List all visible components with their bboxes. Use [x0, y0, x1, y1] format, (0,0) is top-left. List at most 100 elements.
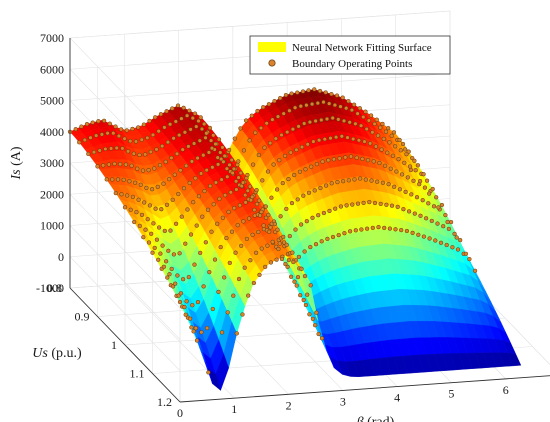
boundary-point [162, 265, 166, 269]
beta-tick-label: 3 [340, 394, 346, 408]
boundary-point [187, 109, 191, 113]
boundary-point [401, 142, 405, 146]
boundary-point [164, 259, 168, 263]
is-tick-label: 3000 [40, 156, 64, 170]
boundary-point [325, 117, 329, 121]
boundary-point [257, 199, 261, 203]
boundary-point [321, 160, 325, 164]
boundary-point [253, 208, 257, 212]
boundary-point [375, 118, 379, 122]
boundary-point [251, 163, 255, 167]
boundary-point [149, 232, 153, 236]
boundary-point [147, 168, 151, 172]
boundary-point [277, 158, 281, 162]
boundary-point [208, 184, 212, 188]
boundary-point [268, 141, 272, 145]
boundary-point [266, 170, 270, 174]
boundary-point [185, 299, 189, 303]
boundary-point [447, 227, 451, 231]
boundary-point [346, 136, 350, 140]
legend: Neural Network Fitting Surface Boundary O… [250, 36, 450, 74]
boundary-point [133, 181, 137, 185]
boundary-point [159, 207, 163, 211]
boundary-point [416, 233, 420, 237]
boundary-point [295, 284, 299, 288]
is-tick-label: 4000 [40, 125, 64, 139]
boundary-point [348, 120, 352, 124]
boundary-point [183, 305, 187, 309]
boundary-point [313, 323, 317, 327]
boundary-point [300, 145, 304, 149]
beta-axis-label: β (rad) [356, 415, 395, 422]
boundary-point [111, 131, 115, 135]
beta-tick-label: 2 [286, 398, 292, 412]
boundary-point [322, 100, 326, 104]
boundary-point [270, 196, 274, 200]
boundary-point [271, 240, 275, 244]
boundary-point [218, 151, 222, 155]
boundary-point [77, 140, 81, 144]
boundary-point [92, 150, 96, 154]
boundary-point [361, 115, 365, 119]
boundary-point [197, 119, 201, 123]
beta-tick-label: 4 [394, 391, 400, 405]
boundary-point [173, 282, 177, 286]
boundary-point [347, 99, 351, 103]
boundary-point [237, 277, 241, 281]
boundary-point [165, 109, 169, 113]
boundary-point [151, 133, 155, 137]
boundary-point [153, 246, 157, 250]
boundary-point [332, 157, 336, 161]
boundary-point [427, 192, 431, 196]
boundary-point [356, 202, 360, 206]
boundary-point [408, 165, 412, 169]
boundary-point [373, 201, 377, 205]
boundary-point [339, 205, 343, 209]
boundary-point [275, 188, 279, 192]
boundary-point [137, 198, 141, 202]
boundary-point [259, 126, 263, 130]
boundary-point [265, 121, 269, 125]
boundary-point [290, 201, 294, 205]
boundary-point [336, 118, 340, 122]
legend-points-label: Boundary Operating Points [292, 58, 412, 70]
boundary-point [300, 267, 304, 271]
boundary-point [141, 235, 145, 239]
boundary-point [199, 116, 203, 120]
legend-surface-label: Neural Network Fitting Surface [292, 42, 432, 54]
boundary-point [104, 147, 108, 151]
boundary-point [428, 237, 432, 241]
boundary-point [286, 265, 290, 269]
boundary-point [179, 291, 183, 295]
boundary-point [317, 138, 321, 142]
boundary-point [293, 106, 297, 110]
boundary-point [354, 228, 358, 232]
boundary-point [223, 154, 227, 158]
boundary-point [295, 91, 299, 95]
boundary-point [196, 156, 200, 160]
boundary-point [439, 241, 443, 245]
boundary-point [306, 142, 310, 146]
boundary-point [80, 125, 84, 129]
boundary-point [165, 203, 169, 207]
boundary-point [193, 112, 197, 116]
boundary-point [202, 285, 206, 289]
boundary-point [319, 186, 323, 190]
boundary-point [387, 182, 391, 186]
boundary-point [282, 241, 286, 245]
boundary-point [183, 242, 187, 246]
is-tick-label: 5000 [40, 94, 64, 108]
boundary-point [228, 163, 232, 167]
boundary-point [234, 179, 238, 183]
boundary-point [151, 251, 155, 255]
boundary-point [264, 205, 268, 209]
boundary-point [436, 222, 440, 226]
boundary-point [214, 142, 218, 146]
boundary-point [243, 193, 247, 197]
boundary-point [260, 247, 264, 251]
boundary-point [204, 240, 208, 244]
is-axis-label: Is (A) [9, 146, 24, 180]
boundary-point [320, 336, 324, 340]
boundary-point [273, 99, 277, 103]
boundary-point [367, 200, 371, 204]
